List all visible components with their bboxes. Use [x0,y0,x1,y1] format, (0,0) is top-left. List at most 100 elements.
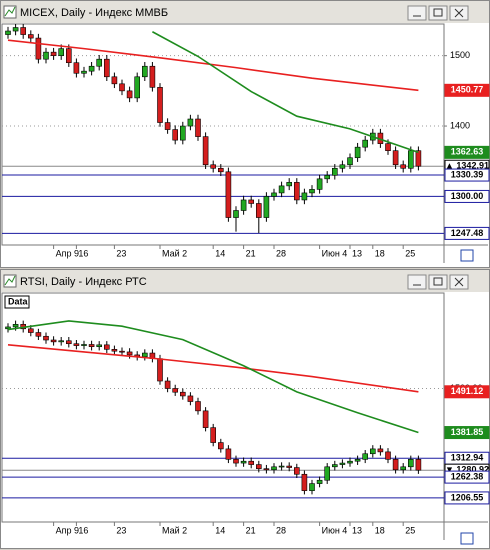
candle-body [157,87,163,123]
candle-body [180,391,186,397]
candle-body [73,343,80,346]
candle-body [111,349,118,352]
x-tick-label: 16 [78,525,88,535]
candle-body [407,150,414,169]
candle-body [392,150,399,166]
candle-body [271,192,277,197]
candle-body [301,192,308,201]
candle-body [255,203,262,218]
price-label: 1247.48 [451,228,484,238]
candle-body [400,466,407,471]
candle-body [96,344,102,348]
candle-body [347,157,353,166]
candle-body [407,459,414,468]
window-icon [4,6,16,17]
candle-body [134,76,140,99]
candle-body [5,30,11,35]
candle-body [286,182,293,187]
candle-body [210,164,216,169]
candle-body [164,122,171,130]
scroll-button[interactable] [460,249,474,262]
candle-body [331,464,338,468]
moving-average [7,39,419,92]
data-label-box [4,295,30,309]
maximize-button[interactable] [428,5,448,21]
x-tick-label: 28 [276,248,286,258]
candle-body [331,167,338,176]
candle-body [339,462,346,465]
window-title: RTSI, Daily - Индекс РТС [20,276,147,288]
price-label: 1381.85 [451,427,484,437]
close-icon [454,8,464,18]
window-icon [4,275,16,286]
candle-body [157,358,163,382]
price-label: 1330.39 [451,169,484,179]
price-label: 1362.63 [451,147,484,157]
candle-body [126,90,133,99]
close-icon [454,277,464,287]
minimize-button[interactable] [407,274,427,290]
price-label-box [444,385,490,399]
x-tick-label: 14 [215,248,225,258]
scroll-button[interactable] [460,532,474,545]
price-label: 1491.12 [451,386,484,396]
maximize-icon [433,8,443,17]
candle-body [210,427,216,443]
candle-body [354,146,361,159]
candle-body [218,167,224,173]
candle-body [202,136,209,166]
candle-body [35,332,42,337]
x-tick-label: Апр 9 [56,248,79,258]
price-label-box [444,189,490,203]
candle-body [316,178,323,190]
candle-body [278,465,285,468]
x-tick-label: Май 2 [162,248,187,258]
x-tick-label: Апр 9 [56,525,79,535]
candle-body [50,339,57,343]
x-tick-label: 25 [405,525,415,535]
candle-body [218,442,224,450]
candle-body [50,51,57,56]
candle-body [415,459,422,471]
candle-body [286,465,293,468]
candle-body [400,164,407,169]
candle-body [369,448,376,455]
candle-body [27,34,34,39]
candle-body [104,344,110,350]
price-label-box [444,426,490,440]
candle-body [271,466,277,471]
price-label-box [444,168,490,182]
price-label-box [444,491,490,505]
plot-area [1,292,445,523]
price-label-box [444,83,490,97]
price-label-box [444,470,490,484]
x-tick-label: 18 [375,525,385,535]
candle-body [142,65,148,78]
minimize-button[interactable] [407,5,427,21]
candle-body [301,473,308,491]
candle-body [240,460,247,464]
candle-body [233,459,239,464]
candle-body [81,344,87,346]
candle-body [354,459,361,462]
title-bar [1,1,489,23]
window-title: MICEX, Daily - Индекс ММВБ [20,7,168,19]
candle-body [142,352,148,358]
candle-body [20,27,27,35]
price-label: 1206.55 [451,492,484,502]
price-label: ▲ 1342.91 [445,161,489,171]
candle-body [195,118,201,137]
candle-body [385,451,391,460]
candle-body [66,340,72,345]
window-icon [3,274,17,288]
maximize-button[interactable] [428,274,448,290]
candle-body [415,150,422,167]
candle-body [195,401,201,412]
candle-body [233,210,239,218]
candle-body [43,51,49,60]
candle-body [58,48,65,56]
candle-body [12,27,19,32]
candle-body [362,453,369,460]
candle-body [66,48,72,64]
